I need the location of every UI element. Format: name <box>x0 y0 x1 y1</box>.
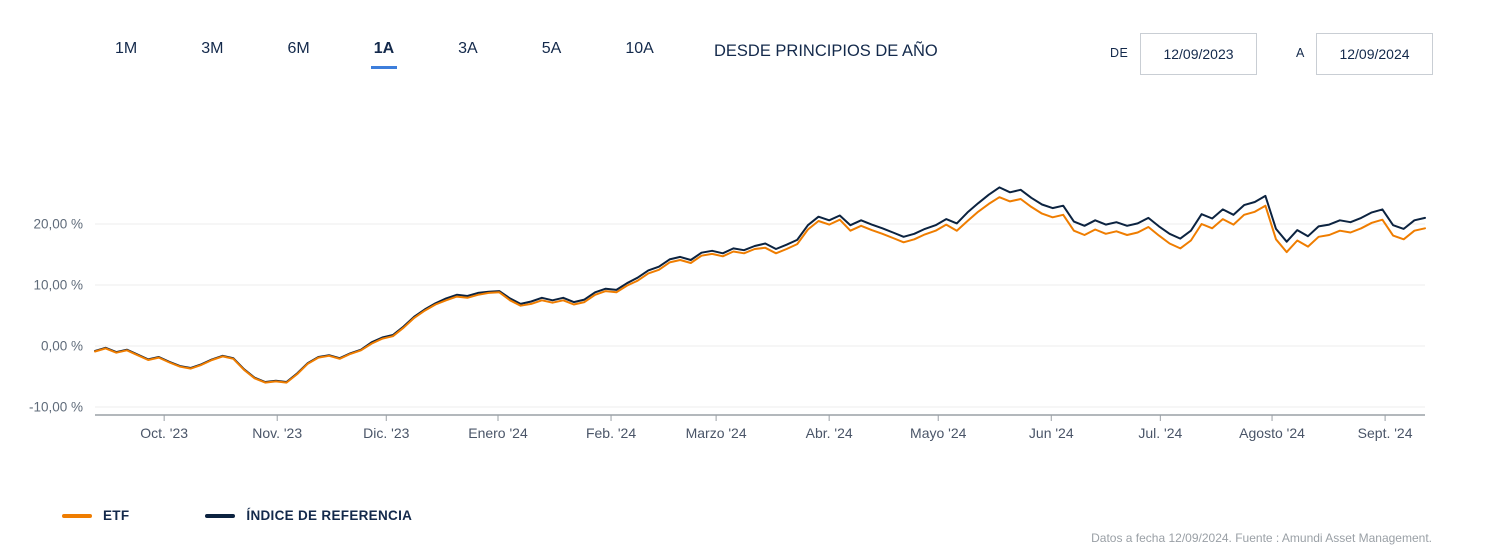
toolbar: 1M 3M 6M 1A 3A 5A 10A DESDE PRINCIPIOS DE AÑO … <box>0 30 1487 75</box>
x-axis-label: Mayo '24 <box>910 425 967 441</box>
range-button-1A[interactable]: 1A <box>370 36 398 69</box>
date-to-label: A <box>1296 46 1305 60</box>
x-axis-label: Jul. '24 <box>1138 425 1182 441</box>
legend-swatch <box>62 513 92 518</box>
range-button-10A[interactable]: 10A <box>622 36 656 69</box>
x-axis-label: Jun '24 <box>1029 425 1074 441</box>
x-axis-label: Abr. '24 <box>806 425 853 441</box>
ytd-range-button[interactable]: DESDE PRINCIPIOS DE AÑO <box>714 42 938 60</box>
data-source-note: Datos a fecha 12/09/2024. Fuente : Amund… <box>1091 531 1432 545</box>
range-button-3A[interactable]: 3A <box>455 36 481 69</box>
x-axis-label: Sept. '24 <box>1358 425 1413 441</box>
legend-item-benchmark[interactable]: ÍNDICE DE REFERENCIA <box>205 508 412 523</box>
x-axis-label: Nov. '23 <box>252 425 302 441</box>
legend-swatch <box>205 513 236 518</box>
range-button-1M[interactable]: 1M <box>112 36 140 69</box>
legend-label: ÍNDICE DE REFERENCIA <box>246 508 413 523</box>
x-axis-label: Enero '24 <box>468 425 528 441</box>
date-from-input[interactable] <box>1140 33 1257 75</box>
x-axis-label: Agosto '24 <box>1239 425 1305 441</box>
range-button-5A[interactable]: 5A <box>539 36 565 69</box>
date-from-label: DE <box>1110 46 1129 60</box>
performance-chart: 20,00 % 10,00 % 0,00 % -10,00 % Oct. '23 Nov.… <box>29 186 1426 441</box>
chart-area: 20,00 % 10,00 % 0,00 % -10,00 % Oct. '23 Nov.… <box>0 150 1487 450</box>
range-button-3M[interactable]: 3M <box>198 36 226 69</box>
x-axis-label: Oct. '23 <box>140 425 188 441</box>
y-axis-label: 20,00 % <box>33 217 83 232</box>
chart-legend: ETF ÍNDICE DE REFERENCIA <box>62 508 412 523</box>
legend-label: ETF <box>103 508 130 523</box>
x-axis-label: Dic. '23 <box>363 425 409 441</box>
range-button-6M[interactable]: 6M <box>284 36 312 69</box>
x-axis-label: Marzo '24 <box>686 425 747 441</box>
y-axis-label: -10,00 % <box>29 400 83 415</box>
y-axis-label: 10,00 % <box>33 278 83 293</box>
range-selector: 1M 3M 6M 1A 3A 5A 10A <box>112 30 657 74</box>
x-axis-label: Feb. '24 <box>586 425 636 441</box>
legend-item-etf[interactable]: ETF <box>62 508 129 523</box>
date-to-input[interactable] <box>1316 33 1433 75</box>
y-axis-label: 0,00 % <box>41 339 83 354</box>
series-line-etf <box>94 196 1426 384</box>
